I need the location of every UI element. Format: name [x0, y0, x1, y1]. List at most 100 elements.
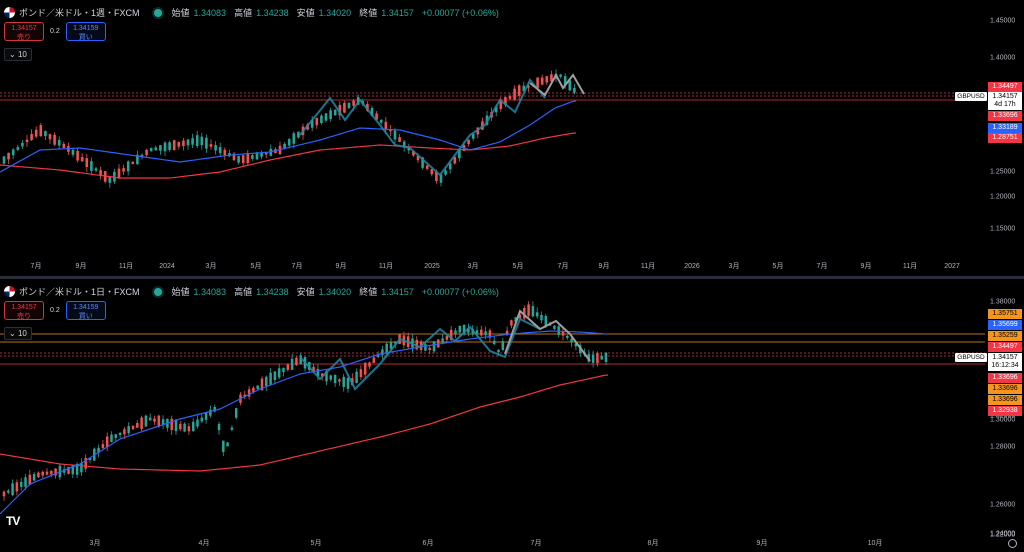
price-tag: 1.34497	[988, 342, 1022, 352]
weekly-legend: ポンド／米ドル・1週・FXCM 始値 1.34083 高値 1.34238 安値 1.…	[4, 6, 503, 19]
change-value: +0.00077 (+0.06%)	[421, 286, 499, 297]
x-axis-tick-label: 2025	[424, 263, 440, 270]
sell-button[interactable]: 1.34157 売り	[4, 22, 44, 41]
gear-icon[interactable]	[1008, 539, 1017, 548]
weekly-chart-pane[interactable]: 1.450001.400001.350001.300001.250001.200…	[0, 0, 1024, 276]
candle-body	[2, 491, 6, 497]
x-axis-tick-label: 11月	[641, 262, 655, 270]
x-axis-tick-label: 7月	[558, 262, 569, 270]
candle-body	[312, 366, 315, 372]
candle-body	[394, 341, 397, 344]
zigzag-line	[299, 78, 546, 177]
candle-body	[256, 385, 259, 389]
buy-button[interactable]: 1.34159 買い	[65, 301, 106, 320]
x-axis-tick-label: 9月	[599, 262, 610, 270]
indicator-count: 10	[17, 329, 27, 338]
candle-body	[559, 74, 562, 77]
buy-label: 買い	[78, 313, 93, 320]
tradingview-logo[interactable]: TV	[6, 514, 20, 528]
candle-body	[402, 141, 406, 147]
candle-body	[550, 74, 553, 82]
candle-body	[223, 149, 227, 156]
candle-body	[252, 387, 255, 393]
x-axis-tick-label: 11月	[119, 262, 133, 270]
sell-price: 1.34157	[11, 25, 37, 32]
candle-body	[7, 490, 10, 493]
candle-body	[467, 139, 470, 145]
sell-button[interactable]: 1.34157 売り	[4, 301, 44, 320]
close-value: 1.34157	[381, 286, 414, 297]
candle-body	[497, 349, 500, 353]
x-axis-tick-label: 9月	[861, 262, 872, 270]
candle-body	[44, 131, 47, 137]
low-label: 安値	[296, 8, 315, 18]
candle-body	[191, 138, 194, 145]
candle-body	[159, 145, 162, 151]
candle-body	[247, 389, 251, 397]
indicators-toggle[interactable]: ⌄ 10	[4, 48, 32, 61]
current-price: 1.34157	[992, 93, 1018, 100]
daily-symbol-title[interactable]: ポンド／米ドル・1日・FXCM	[19, 287, 140, 297]
candle-body	[453, 157, 457, 164]
x-axis-tick-label: 5月	[773, 262, 784, 270]
x-axis-tick-label: 11月	[379, 262, 393, 270]
x-axis-tick-label: 7月	[817, 262, 828, 270]
symbol-tag: GBPUSD	[955, 92, 987, 101]
candle-body	[527, 85, 530, 88]
candle-body	[320, 115, 323, 124]
candle-body	[19, 481, 23, 487]
candle-body	[415, 339, 419, 350]
candle-body	[265, 376, 268, 387]
candle-body	[136, 154, 139, 165]
candle-body	[168, 142, 171, 150]
candle-body	[191, 421, 195, 432]
candle-body	[315, 117, 319, 126]
candle-body	[504, 97, 507, 105]
indicators-toggle[interactable]: ⌄ 10	[4, 327, 32, 340]
low-value: 1.34020	[318, 7, 352, 18]
candle-body	[439, 174, 443, 183]
candle-body	[448, 163, 452, 170]
candle-body	[385, 343, 388, 355]
candle-body	[573, 87, 576, 93]
candle-body	[37, 472, 40, 478]
candle-body	[222, 440, 225, 453]
weekly-chart-canvas[interactable]: 1.450001.400001.350001.300001.250001.200…	[0, 0, 1024, 276]
candle-body	[21, 142, 24, 147]
candle-body	[444, 170, 447, 175]
candle-body	[232, 153, 236, 161]
candle-body	[186, 139, 190, 146]
candle-body	[157, 415, 161, 427]
candle-body	[277, 368, 281, 378]
candle-body	[389, 342, 393, 349]
x-axis-tick-label: 9月	[76, 262, 87, 270]
pane-divider[interactable]	[0, 276, 1024, 279]
candle-body	[283, 143, 286, 149]
candle-body	[144, 415, 148, 427]
candle-body	[179, 423, 182, 430]
candle-body	[75, 464, 79, 475]
candle-body	[325, 371, 328, 382]
open-value: 1.34083	[193, 7, 227, 18]
candle-body	[205, 137, 208, 149]
buy-button[interactable]: 1.34159 買い	[65, 22, 106, 41]
candle-body	[544, 316, 548, 326]
candle-body	[94, 168, 98, 171]
candle-body	[108, 176, 112, 183]
candle-body	[204, 412, 208, 420]
daily-chart-canvas[interactable]: 1.380001.360001.340001.320001.300001.280…	[0, 279, 1024, 552]
candle-body	[287, 139, 291, 146]
weekly-symbol-title[interactable]: ポンド／米ドル・1週・FXCM	[19, 8, 140, 18]
y-axis-tick-label: 1.22000	[990, 532, 1015, 539]
x-axis-tick-label: 3月	[729, 262, 740, 270]
candle-body	[48, 134, 52, 140]
candle-body	[172, 140, 176, 151]
candle-body	[445, 335, 449, 340]
candle-body	[600, 355, 603, 360]
candle-body	[246, 152, 250, 164]
daily-chart-pane[interactable]: 1.380001.360001.340001.320001.300001.280…	[0, 279, 1024, 552]
bar-countdown: 4d 17h	[994, 101, 1016, 108]
y-axis-tick-label: 1.25000	[990, 169, 1015, 176]
market-open-icon	[153, 287, 162, 296]
high-label: 高値	[234, 287, 253, 297]
